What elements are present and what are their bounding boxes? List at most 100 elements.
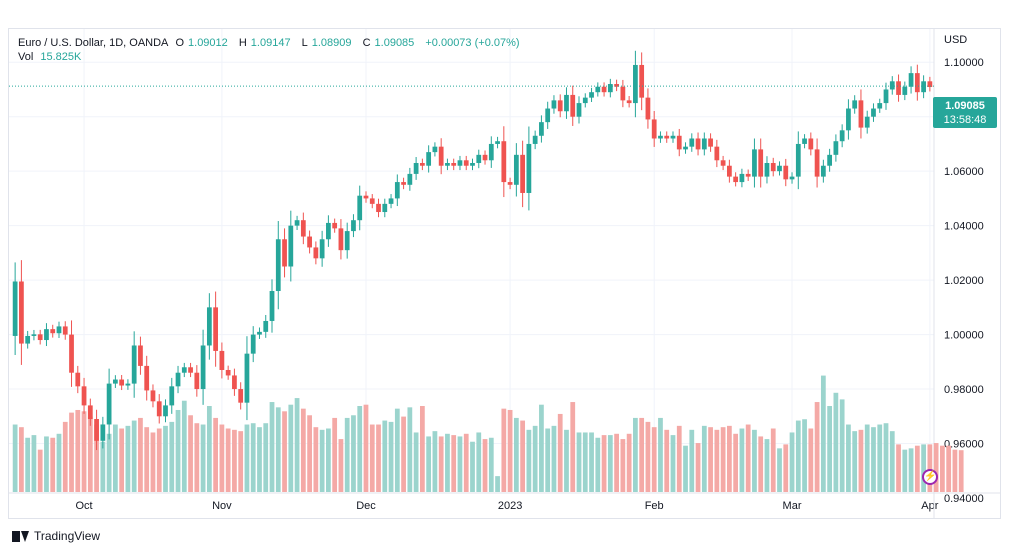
volume-bar — [12, 424, 18, 492]
volume-bar — [419, 406, 425, 492]
volume-bar — [695, 443, 701, 492]
x-tick-label: Mar — [783, 500, 802, 512]
volume-bar — [582, 432, 588, 492]
candle-body — [181, 367, 187, 373]
volume-bar — [783, 444, 789, 492]
volume-bar — [75, 409, 81, 492]
volume-bar — [269, 402, 275, 492]
candle-body — [194, 372, 200, 390]
volume-bar — [896, 444, 901, 492]
volume-bar — [50, 437, 56, 492]
candle-body — [438, 146, 444, 166]
low-value: 1.08909 — [311, 37, 352, 49]
close-label: C — [362, 37, 371, 49]
volume-bar — [564, 429, 569, 492]
volume-bar — [827, 406, 833, 492]
volume-bar — [595, 437, 601, 492]
volume-bar — [175, 409, 181, 492]
volume-bar — [714, 429, 720, 492]
candle-body — [595, 86, 601, 93]
candle-body — [50, 329, 56, 334]
volume-bar — [225, 428, 231, 492]
candle-body — [81, 386, 87, 406]
candle-body — [106, 383, 112, 425]
candle-body — [488, 143, 494, 161]
volume-bar — [131, 420, 137, 492]
candle-body — [445, 163, 450, 166]
volume-bar — [733, 433, 739, 492]
y-tick-label: 1.02000 — [944, 275, 984, 287]
volume-bar — [739, 428, 745, 492]
x-tick-label: Dec — [356, 500, 376, 512]
volume-bar — [119, 428, 125, 492]
x-tick-label: Nov — [212, 500, 232, 512]
candle-body — [820, 165, 826, 177]
candle-body — [56, 326, 62, 334]
volume-bar — [883, 423, 889, 492]
candle-body — [263, 320, 269, 332]
volume-bar — [125, 425, 131, 492]
candle-body — [683, 146, 688, 150]
volume-bar — [338, 439, 344, 492]
y-tick-label: 0.96000 — [944, 439, 984, 451]
volume-bar — [44, 436, 49, 492]
candle-body — [827, 154, 833, 166]
candle-body — [150, 390, 156, 402]
volume-bar — [802, 419, 807, 492]
candle-body — [25, 335, 31, 344]
candle-body — [138, 345, 143, 366]
volume-bar — [758, 436, 764, 492]
candle-body — [12, 281, 18, 336]
volume-bar — [683, 445, 688, 492]
volume-bar — [138, 417, 143, 492]
candle-body — [213, 307, 219, 351]
volume-bar — [639, 417, 645, 492]
volume-bar — [313, 427, 319, 492]
volume-bar — [551, 425, 557, 492]
candle-body — [75, 372, 81, 387]
alert-lightning-icon[interactable]: ⚡ — [922, 469, 938, 485]
volume-bar — [814, 402, 820, 492]
volume-bar — [300, 408, 306, 492]
x-tick-label: Feb — [645, 500, 664, 512]
volume-bar — [87, 416, 93, 492]
volume-bar — [789, 432, 795, 492]
volume-bar — [507, 409, 513, 492]
candle-body — [582, 97, 588, 104]
candle-body — [833, 141, 839, 155]
candle-body — [351, 220, 356, 232]
candle-body — [87, 405, 93, 420]
candle-body — [695, 138, 701, 150]
volume-bar — [770, 428, 776, 492]
volume-bar — [344, 417, 350, 492]
candle-body — [902, 86, 908, 95]
volume-bar — [470, 441, 475, 492]
candle-body — [94, 419, 99, 441]
candle-body — [463, 160, 469, 166]
candle-body — [357, 195, 363, 221]
candle-body — [219, 350, 225, 370]
volume-bar — [426, 436, 432, 492]
candle-body — [332, 222, 338, 229]
volume-bar — [263, 423, 269, 492]
candle-body — [269, 291, 275, 321]
volume-bar — [401, 416, 406, 492]
last-price-value: 1.09085 — [945, 100, 985, 112]
candle-body — [532, 135, 538, 144]
candle-body — [701, 138, 707, 150]
candle-body — [714, 146, 720, 161]
candle-body — [294, 220, 300, 226]
candle-body — [388, 198, 394, 204]
candle-body — [726, 165, 732, 177]
candle-body — [257, 331, 262, 335]
volume-bar — [952, 449, 958, 492]
open-label: O — [175, 37, 185, 49]
candle-body — [846, 108, 851, 131]
candle-body — [670, 135, 676, 139]
branding[interactable]: TradingView — [12, 529, 100, 543]
candle-body — [394, 182, 400, 199]
volume-bar — [451, 435, 457, 492]
volume-bar — [764, 439, 770, 492]
symbol-title[interactable]: Euro / U.S. Dollar, 1D, OANDA — [18, 37, 169, 49]
